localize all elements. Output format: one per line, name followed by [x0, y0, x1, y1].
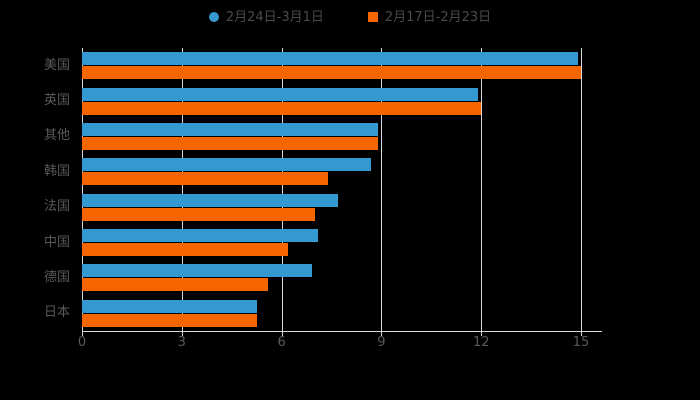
plot-area	[82, 48, 601, 331]
x-axis-tick	[481, 331, 483, 336]
bar-英国-series-2	[82, 101, 482, 115]
x-axis-tick	[281, 331, 283, 336]
x-axis-tick	[381, 331, 383, 336]
x-axis-tick-label: 15	[572, 335, 590, 350]
x-axis-tick	[181, 331, 183, 336]
legend-circle-marker-icon	[208, 12, 219, 22]
y-axis-label-中国: 中国	[43, 234, 70, 250]
gridline	[281, 48, 283, 331]
x-axis-labels: 0 3 6 9 12 15	[0, 336, 700, 356]
bar-英国-series-1	[82, 87, 478, 101]
bar-美国-series-2	[82, 66, 582, 80]
x-axis-tick-label: 12	[472, 335, 490, 350]
bar-其他-series-1	[82, 122, 379, 136]
bar-其他-series-2	[82, 136, 379, 150]
bar-德国-series-1	[82, 264, 312, 278]
legend-item-series-1[interactable]: 2月24日-3月1日	[208, 9, 324, 25]
bar-德国-series-2	[82, 278, 269, 292]
gridline	[181, 48, 183, 331]
legend-label-series-2: 2月17日-2月23日	[384, 9, 492, 25]
y-axis-label-德国: 德国	[43, 269, 70, 285]
chart-legend: 2月24日-3月1日 2月17日-2月23日	[0, 6, 700, 28]
bar-中国-series-1	[82, 229, 319, 243]
y-axis-label-韩国: 韩国	[43, 163, 70, 179]
x-axis-tick	[581, 331, 583, 336]
legend-item-series-2[interactable]: 2月17日-2月23日	[367, 9, 492, 25]
y-axis-label-其他: 其他	[43, 128, 70, 144]
x-axis-tick-label: 9	[377, 335, 386, 350]
bar-日本-series-1	[82, 299, 257, 313]
gridline	[481, 48, 483, 331]
x-axis-tick-label: 3	[177, 335, 186, 350]
bar-中国-series-2	[82, 243, 289, 257]
y-axis-line	[82, 48, 83, 331]
legend-label-series-1: 2月24日-3月1日	[225, 9, 324, 25]
legend-square-marker-icon	[367, 12, 378, 22]
x-axis-line	[82, 331, 602, 332]
bar-韩国-series-1	[82, 158, 372, 172]
x-axis-tick-label: 0	[77, 335, 87, 350]
y-axis-labels: 美国英国其他韩国法国中国德国日本	[0, 48, 700, 331]
y-axis-label-美国: 美国	[43, 57, 70, 73]
bar-日本-series-2	[82, 313, 257, 327]
bar-法国-series-2	[82, 207, 315, 221]
x-axis-tick-label: 6	[277, 335, 286, 350]
y-axis-label-法国: 法国	[43, 199, 70, 215]
bar-韩国-series-2	[82, 172, 329, 186]
gridline	[381, 48, 383, 331]
bar-法国-series-1	[82, 193, 339, 207]
y-axis-label-日本: 日本	[43, 305, 70, 321]
gridline	[581, 48, 583, 331]
x-axis-tick	[82, 331, 83, 336]
y-axis-label-英国: 英国	[43, 93, 70, 109]
bar-美国-series-1	[82, 52, 578, 66]
